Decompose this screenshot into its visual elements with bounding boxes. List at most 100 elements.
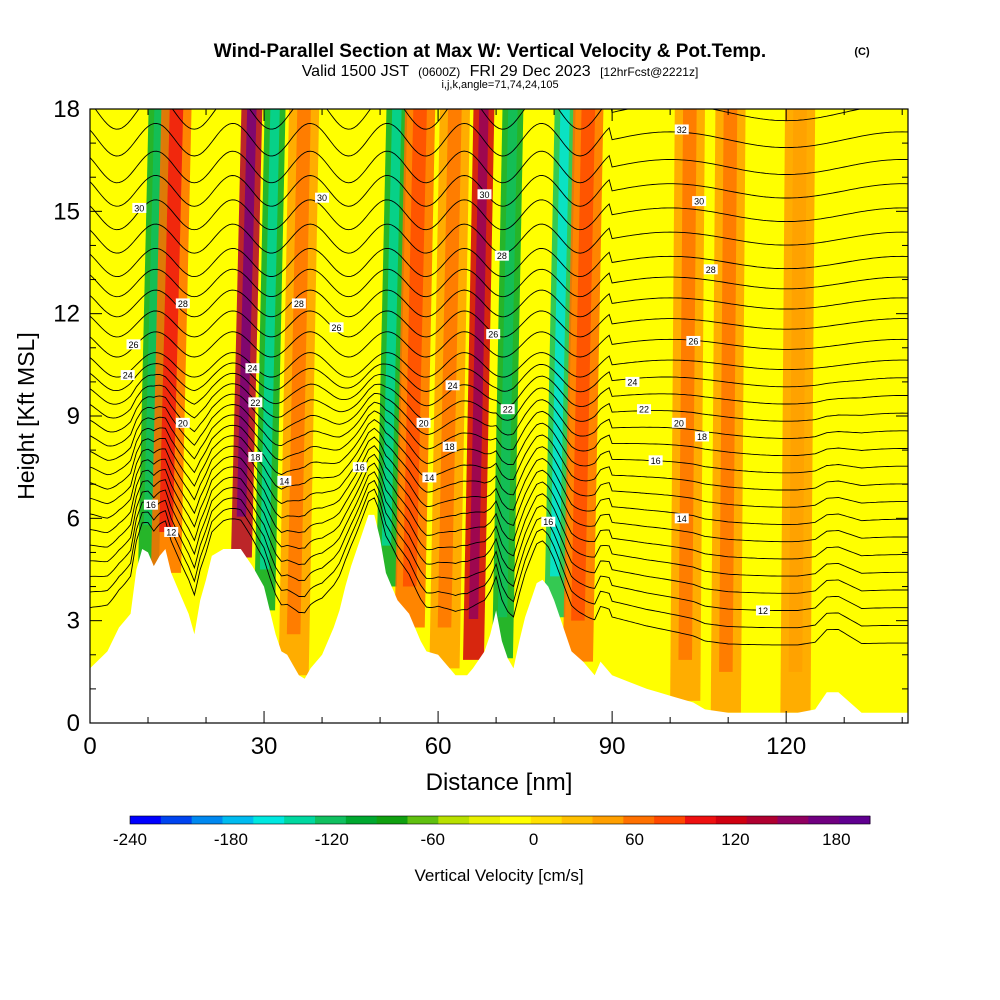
chart-subtitle-indices: i,j,k,angle=71,74,24,105 (441, 79, 558, 91)
colorbar-segment (407, 816, 439, 824)
contour-label-box (477, 189, 492, 200)
colorbar-segment (777, 816, 809, 824)
contour-label: 18 (248, 451, 263, 462)
contour-label-text: 22 (503, 405, 513, 415)
isentrope-line (90, 372, 908, 408)
colorbar-tick-label: -240 (113, 830, 147, 849)
isentrope-line (90, 497, 908, 646)
colorbar-tick-label: 0 (529, 830, 538, 849)
colorbar-segment (160, 816, 193, 824)
contour-label: 26 (686, 335, 701, 346)
subtitle-forecast: [12hrFcst@2221z] (600, 65, 698, 79)
colorbar-tick-label: 180 (822, 830, 850, 849)
velocity-band-core (143, 109, 164, 526)
contour-label: 18 (695, 431, 710, 442)
colorbar-segment (284, 816, 316, 824)
contour-label-text: 14 (279, 476, 289, 486)
contour-label-box (486, 329, 501, 340)
contour-label-text: 16 (651, 456, 661, 466)
isentrope-line (90, 247, 908, 278)
colorbar: -240 -180 -120 -60 0 60 120 180 (113, 815, 871, 849)
contour-label-box (648, 455, 663, 466)
chart-title-unit: (C) (854, 46, 870, 58)
contour-label: 28 (703, 264, 718, 275)
contour-label: 24 (625, 376, 640, 387)
contour-label-box (500, 404, 515, 415)
contour-label-box (175, 298, 190, 309)
contour-label-text: 20 (419, 418, 429, 428)
contour-label: 28 (291, 298, 306, 309)
contour-label: 16 (352, 462, 367, 473)
contour-label: 24 (120, 370, 135, 381)
subtitle-date: FRI 29 Dec 2023 (470, 63, 591, 80)
contour-label: 24 (445, 380, 460, 391)
contour-label-text: 14 (677, 514, 687, 524)
contour-label-text: 28 (497, 251, 507, 261)
isentrope-line (90, 445, 908, 543)
contour-label: 14 (422, 472, 437, 483)
contour-label-text: 26 (332, 323, 342, 333)
contour-label-text: 30 (694, 197, 704, 207)
contour-label-text: 30 (479, 190, 489, 200)
contour-label-text: 28 (294, 299, 304, 309)
contour-label-box (442, 441, 457, 452)
isentrope-line (90, 175, 908, 207)
contour-label: 20 (175, 417, 190, 428)
contour-label-text: 22 (639, 405, 649, 415)
contour-label-box (143, 499, 158, 510)
velocity-band-core (259, 109, 280, 570)
contour-label-text: 18 (250, 452, 260, 462)
subtitle-valid: Valid 1500 JST (302, 63, 410, 80)
isentrope-line (90, 352, 908, 378)
colorbar-segment (315, 816, 347, 824)
colorbar-segment (530, 816, 563, 824)
colorbar-segment (808, 816, 840, 824)
contour-label: 12 (755, 605, 770, 616)
contour-label-box (671, 417, 686, 428)
contour-label-text: 18 (697, 432, 707, 442)
contour-label: 22 (248, 397, 263, 408)
contour-label-box (416, 417, 431, 428)
chart-title-block: Wind-Parallel Section at Max W: Vertical… (214, 41, 870, 91)
chart-subtitle: Valid 1500 JST (0600Z) FRI 29 Dec 2023 [… (302, 63, 699, 80)
contour-label: 24 (245, 363, 260, 374)
velocity-band-core (437, 109, 462, 628)
contour-label-text: 18 (445, 442, 455, 452)
contour-label-text: 16 (355, 463, 365, 473)
contour-label: 18 (442, 441, 457, 452)
contour-label-text: 20 (178, 418, 188, 428)
contour-label: 28 (175, 298, 190, 309)
contour-label: 16 (541, 516, 556, 527)
isentrope-line (90, 362, 908, 393)
isentrope-line (90, 289, 908, 318)
contour-label-box (120, 370, 135, 381)
x-tick-label: 30 (251, 733, 278, 760)
contour-label: 14 (277, 475, 292, 486)
x-tick-label: 120 (766, 733, 806, 760)
colorbar-segment (685, 816, 717, 824)
contour-label-text: 28 (178, 299, 188, 309)
contour-label-box (277, 475, 292, 486)
contour-label: 26 (126, 339, 141, 350)
subtitle-utc: (0600Z) (418, 65, 460, 79)
contour-label-box (686, 335, 701, 346)
contour-label-box (329, 322, 344, 333)
contour-label-text: 26 (688, 336, 698, 346)
contour-label-text: 28 (706, 265, 716, 275)
contour-label-box (637, 404, 652, 415)
x-tick-label: 90 (599, 733, 626, 760)
colorbar-segment (592, 816, 624, 824)
contour-label-box (445, 380, 460, 391)
isentrope-line (90, 488, 908, 629)
isentrope-line (90, 471, 908, 594)
contour-label-text: 12 (758, 606, 768, 616)
contour-label-text: 16 (146, 500, 156, 510)
isentrope-line (90, 199, 908, 231)
contour-label-text: 32 (677, 125, 687, 135)
contour-label-group: 30 28 26 24 20 16 12 24 22 18 14 28 30 26 16 20 18 14 24 26… (120, 124, 770, 616)
chart-title: Wind-Parallel Section at Max W: Vertical… (214, 41, 766, 62)
colorbar-segment (345, 816, 378, 824)
contour-label-box (674, 124, 689, 135)
isentrope-line (94, 109, 863, 130)
